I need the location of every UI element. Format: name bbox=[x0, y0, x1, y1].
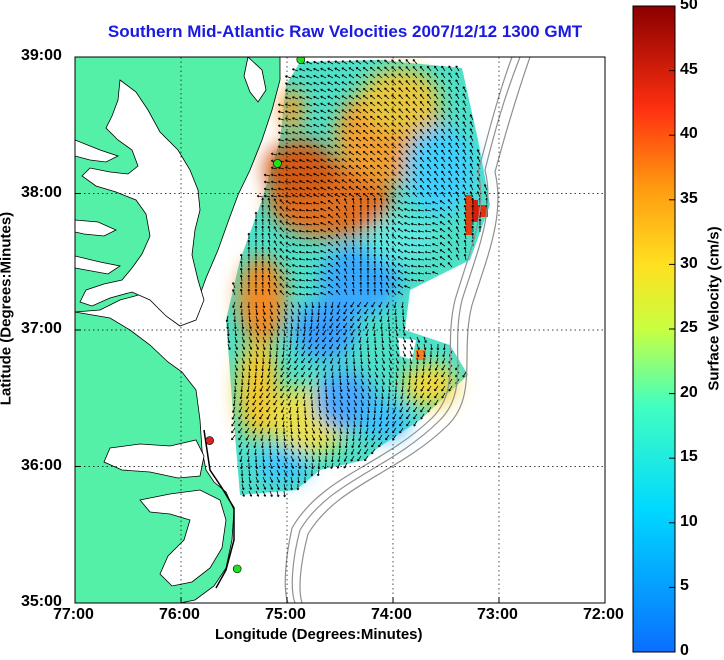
lon-tick-label: 74:00 bbox=[371, 606, 412, 623]
graticule bbox=[75, 57, 605, 603]
colorbar-tick-label: 25 bbox=[680, 319, 698, 336]
current-vectors bbox=[225, 59, 489, 498]
chesapeake-bay bbox=[75, 57, 267, 587]
colorbar bbox=[632, 5, 676, 653]
colorbar-tick-label: 20 bbox=[680, 384, 698, 401]
lon-tick-label: 77:00 bbox=[53, 606, 94, 623]
colorbar-tick-label: 30 bbox=[680, 255, 698, 272]
radar-station-marker bbox=[296, 57, 306, 65]
colorbar-tick-label: 50 bbox=[680, 0, 698, 13]
colorbar-tick-label: 45 bbox=[680, 61, 698, 78]
radar-station-marker bbox=[205, 436, 214, 445]
x-axis-label: Longitude (Degrees:Minutes) bbox=[215, 626, 423, 643]
lat-tick-label: 38:00 bbox=[21, 184, 62, 201]
colorbar-tick-label: 40 bbox=[680, 125, 698, 142]
colorbar-tick-label: 10 bbox=[680, 513, 698, 530]
colorbar-tick-label: 35 bbox=[680, 190, 698, 207]
colorbar-tick-label: 0 bbox=[680, 642, 689, 659]
colorbar-tick-label: 15 bbox=[680, 448, 698, 465]
colorbar-tick-label: 5 bbox=[680, 577, 689, 594]
lon-tick-label: 76:00 bbox=[159, 606, 200, 623]
lat-tick-label: 35:00 bbox=[21, 593, 62, 610]
lon-tick-label: 73:00 bbox=[477, 606, 518, 623]
radar-station-marker bbox=[232, 564, 242, 574]
colorbar-label: Surface Velocity (cm/s) bbox=[705, 226, 723, 391]
lat-tick-label: 36:00 bbox=[21, 457, 62, 474]
chart-title: Southern Mid-Atlantic Raw Velocities 200… bbox=[107, 22, 583, 41]
lat-tick-label: 37:00 bbox=[21, 320, 62, 337]
lat-tick-label: 39:00 bbox=[21, 47, 62, 64]
lon-tick-label: 75:00 bbox=[265, 606, 306, 623]
lon-tick-label: 72:00 bbox=[583, 606, 624, 623]
radar-stations bbox=[205, 57, 306, 574]
y-axis-label: Latitude (Degrees:Minutes) bbox=[0, 211, 15, 406]
bathymetry-contours bbox=[284, 57, 531, 603]
radar-station-marker bbox=[273, 159, 282, 168]
